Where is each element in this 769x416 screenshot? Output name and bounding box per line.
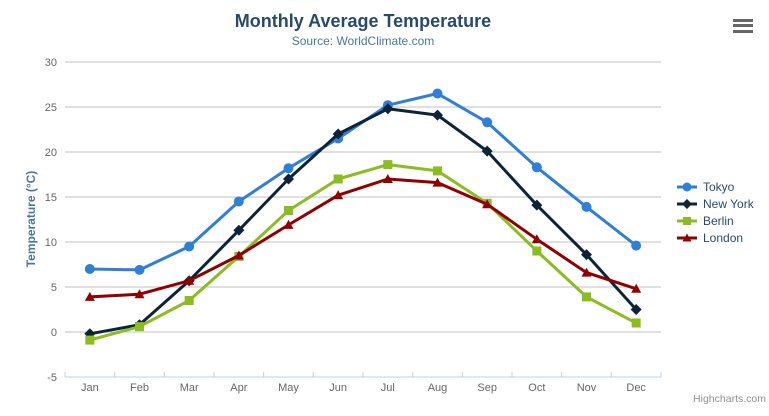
y-axis-label: 5 <box>51 282 57 294</box>
x-axis-label: Jul <box>381 382 395 394</box>
legend-item-london[interactable]: London <box>676 229 754 246</box>
credits-link[interactable]: Highcharts.com <box>693 393 766 405</box>
legend-marker-square-icon <box>677 216 697 225</box>
point-tokyo-sep[interactable] <box>482 117 493 128</box>
point-berlin-oct[interactable] <box>532 246 542 256</box>
point-new-york-dec[interactable] <box>630 304 642 315</box>
x-axis-label: Mar <box>180 382 199 394</box>
x-axis-label: May <box>278 382 299 394</box>
y-axis-label: 10 <box>45 237 57 249</box>
point-london-feb[interactable] <box>134 289 145 299</box>
point-new-york-may[interactable] <box>283 173 294 185</box>
x-axis-label: Feb <box>130 382 149 394</box>
point-new-york-sep[interactable] <box>481 145 493 157</box>
point-new-york-oct[interactable] <box>531 199 543 211</box>
point-berlin-jun[interactable] <box>333 174 343 184</box>
legend-item-tokyo[interactable]: Tokyo <box>676 178 754 195</box>
point-new-york-nov[interactable] <box>581 249 592 261</box>
legend-item-new-york[interactable]: New York <box>676 195 754 212</box>
point-london-jul[interactable] <box>382 174 393 183</box>
y-axis-label: 0 <box>51 327 57 339</box>
legend-marker-circle-icon <box>677 182 697 191</box>
point-tokyo-dec[interactable] <box>631 240 642 251</box>
point-berlin-nov[interactable] <box>582 292 591 302</box>
point-tokyo-apr[interactable] <box>233 196 244 207</box>
context-menu-button[interactable] <box>729 14 757 38</box>
point-tokyo-nov[interactable] <box>581 201 592 212</box>
point-berlin-dec[interactable] <box>631 318 641 328</box>
point-new-york-jun[interactable] <box>332 128 344 140</box>
series-line-new-york <box>88 107 638 336</box>
series-line-london <box>88 177 638 299</box>
legend-label: Tokyo <box>703 179 735 194</box>
x-axis-label: Nov <box>577 382 597 394</box>
point-london-nov[interactable] <box>581 267 592 277</box>
point-tokyo-feb[interactable] <box>134 264 145 275</box>
legend-item-berlin[interactable]: Berlin <box>676 212 754 229</box>
point-london-dec[interactable] <box>631 283 642 293</box>
y-axis-label: -5 <box>47 372 57 384</box>
point-london-sep[interactable] <box>482 199 493 209</box>
chart-title: Monthly Average Temperature <box>234 11 492 31</box>
point-london-jan[interactable] <box>84 291 95 301</box>
point-new-york-aug[interactable] <box>432 109 443 121</box>
x-axis-label: Dec <box>626 382 646 394</box>
y-axis-label: 20 <box>45 147 57 159</box>
point-berlin-jul[interactable] <box>383 160 393 170</box>
point-london-mar[interactable] <box>184 275 195 285</box>
hamburger-icon <box>731 18 755 33</box>
legend-marker-triangle-icon <box>677 233 697 241</box>
x-axis-label: Jan <box>81 382 99 394</box>
point-tokyo-jan[interactable] <box>84 264 95 274</box>
point-london-aug[interactable] <box>432 177 443 187</box>
point-tokyo-may[interactable] <box>283 163 294 174</box>
legend-marker-shape <box>682 233 692 241</box>
point-tokyo-aug[interactable] <box>432 88 443 99</box>
point-london-jun[interactable] <box>333 190 344 200</box>
x-axis-label: Aug <box>428 382 448 394</box>
legend-label: New York <box>703 196 754 211</box>
y-axis-label: 15 <box>45 192 57 204</box>
legend-marker-shape <box>683 216 691 225</box>
point-london-may[interactable] <box>283 219 294 229</box>
series-line-berlin <box>88 163 638 342</box>
legend-marker-diamond-icon <box>677 198 697 209</box>
legend-label: London <box>703 230 744 245</box>
legend-marker-shape <box>682 198 692 209</box>
point-tokyo-mar[interactable] <box>184 241 195 252</box>
point-new-york-jul[interactable] <box>382 103 394 115</box>
y-axis-label: 30 <box>45 57 57 69</box>
y-axis-label: 25 <box>45 102 57 114</box>
point-berlin-jan[interactable] <box>85 335 95 345</box>
point-berlin-feb[interactable] <box>135 322 144 332</box>
point-tokyo-oct[interactable] <box>531 162 542 173</box>
chart-subtitle: Source: WorldClimate.com <box>291 34 435 48</box>
point-berlin-may[interactable] <box>284 206 293 215</box>
point-new-york-apr[interactable] <box>233 224 245 236</box>
y-axis-title: Temperature (°C) <box>24 170 38 268</box>
point-berlin-aug[interactable] <box>433 166 442 176</box>
point-london-apr[interactable] <box>233 250 244 260</box>
point-london-oct[interactable] <box>531 234 542 244</box>
legend-label: Berlin <box>703 213 734 228</box>
x-axis-label: Apr <box>230 382 247 394</box>
x-axis-label: Sep <box>477 382 497 394</box>
legend-marker-shape <box>682 182 692 191</box>
x-axis-label: Jun <box>329 382 347 394</box>
legend: Tokyo New York Berlin London <box>676 178 754 246</box>
point-berlin-mar[interactable] <box>184 296 194 305</box>
x-axis-label: Oct <box>528 382 545 394</box>
